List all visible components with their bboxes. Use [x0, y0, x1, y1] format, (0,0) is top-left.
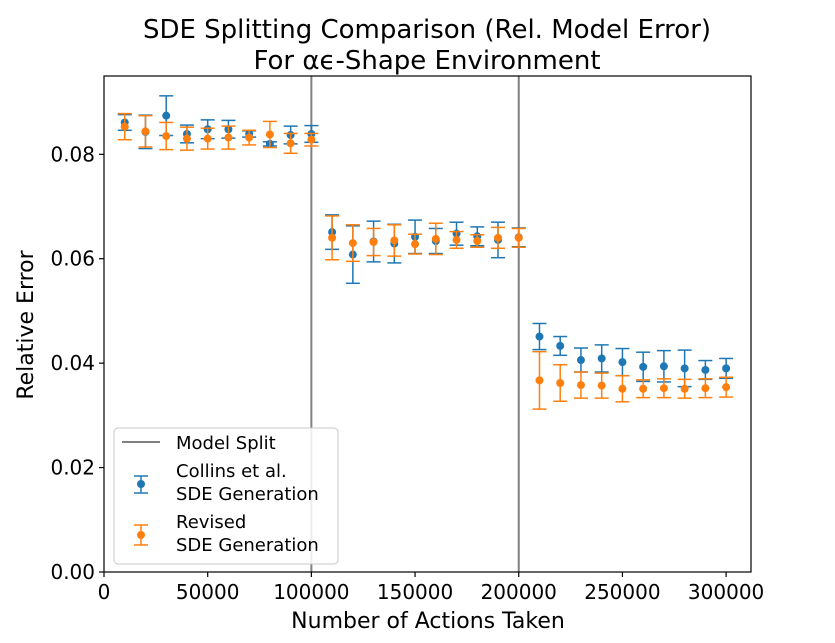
collins-point-23 [576, 356, 585, 365]
y-tick-label: 0.00 [50, 560, 95, 584]
legend-revised-swatch [134, 524, 148, 546]
x-tick-label: 100000 [273, 580, 349, 604]
revised-point-10 [307, 135, 316, 144]
x-tick-label: 150000 [377, 580, 453, 604]
revised-point-23 [576, 381, 585, 390]
collins-point-27 [659, 362, 668, 371]
revised-point-1 [120, 122, 129, 131]
revised-point-3 [162, 132, 171, 141]
collins-point-22 [556, 341, 565, 350]
legend: Model Split Collins et al. SDE Generatio… [113, 427, 339, 565]
revised-point-29 [701, 384, 710, 393]
revised-point-15 [411, 240, 420, 249]
x-tick-label: 300000 [688, 580, 764, 604]
y-tick-label: 0.06 [50, 247, 95, 271]
revised-point-21 [535, 376, 544, 385]
collins-point-30 [722, 364, 731, 373]
revised-point-12 [348, 239, 357, 248]
chart-title-line-2: For αϵ-Shape Environment [253, 46, 600, 76]
legend-collins-label-line-1: Collins et al. [176, 461, 287, 482]
revised-point-6 [224, 133, 233, 142]
chart-title-line-1: SDE Splitting Comparison (Rel. Model Err… [143, 15, 711, 45]
legend-box [113, 427, 339, 565]
x-tick-label: 200000 [481, 580, 557, 604]
plot-area [103, 75, 752, 573]
collins-point-26 [639, 362, 648, 371]
revised-point-30 [722, 383, 731, 392]
revised-point-8 [265, 130, 274, 139]
revised-point-9 [286, 139, 295, 148]
y-tick-label: 0.08 [50, 142, 95, 166]
axes-frame [103, 75, 752, 573]
revised-point-28 [680, 384, 689, 393]
revised-point-22 [556, 378, 565, 387]
revised-point-18 [473, 236, 482, 245]
collins-point-28 [680, 364, 689, 373]
x-tick-label: 50000 [176, 580, 240, 604]
legend-revised-label-line-2: SDE Generation [176, 535, 319, 556]
revised-point-5 [203, 134, 212, 143]
y-tick-label: 0.04 [50, 351, 95, 375]
revised-point-26 [639, 384, 648, 393]
revised-point-4 [182, 134, 191, 143]
revised-point-2 [141, 127, 150, 136]
y-tick-label: 0.02 [50, 456, 95, 480]
revised-point-25 [618, 384, 627, 393]
x-tick-label: 0 [98, 580, 111, 604]
y-axis-label: Relative Error [14, 249, 39, 399]
legend-model-split-label: Model Split [176, 433, 276, 454]
revised-point-19 [494, 233, 503, 242]
collins-point-29 [701, 365, 710, 374]
x-axis-label: Number of Actions Taken [291, 609, 565, 634]
revised-point-11 [328, 233, 337, 242]
axis-ticks: 0 50000 100000 150000 200000 250000 300000 0.00… [50, 142, 764, 604]
revised-point-13 [369, 238, 378, 247]
collins-point-24 [597, 354, 606, 363]
revised-point-24 [597, 381, 606, 390]
collins-point-25 [618, 358, 627, 367]
revised-point-16 [431, 234, 440, 243]
revised-point-17 [452, 235, 461, 244]
revised-point-14 [390, 236, 399, 245]
series-revised [117, 112, 734, 410]
legend-revised-label-line-1: Revised [176, 512, 246, 533]
legend-collins-label-line-2: SDE Generation [176, 484, 319, 505]
revised-point-7 [245, 133, 254, 142]
collins-point-21 [535, 332, 544, 341]
collins-point-3 [162, 111, 171, 120]
x-tick-label: 250000 [584, 580, 660, 604]
legend-collins-swatch [134, 475, 148, 494]
revised-point-27 [659, 384, 668, 393]
revised-point-20 [514, 233, 523, 242]
